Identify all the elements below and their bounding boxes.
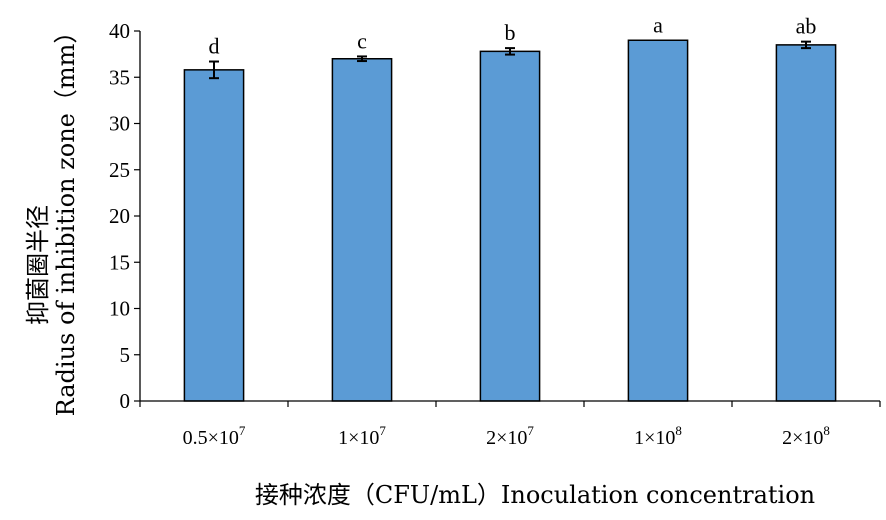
y-tick-label: 35	[109, 65, 130, 89]
x-tick-label: 2×108	[782, 423, 830, 449]
bar	[331, 58, 393, 402]
x-tick-label: 2×107	[486, 423, 534, 449]
y-tick-label: 40	[109, 19, 130, 43]
bar	[775, 44, 837, 402]
bars: d c b a ab	[183, 12, 837, 402]
y-tick-label: 0	[120, 389, 131, 413]
x-axis-title: 接种浓度（CFU/mL）Inoculation concentration	[255, 481, 815, 509]
y-axis: 0 5 10 15 20 25 30 35 40	[109, 19, 141, 413]
significance-label: c	[357, 28, 367, 53]
bar	[627, 39, 689, 402]
y-tick-label: 25	[109, 158, 130, 182]
significance-label: d	[209, 34, 220, 59]
significance-label: ab	[796, 14, 817, 39]
significance-label: a	[653, 12, 663, 37]
y-axis-title-chinese: 抑菌圈半径	[24, 205, 52, 325]
y-tick-label: 15	[109, 250, 130, 274]
bar	[479, 50, 541, 402]
y-tick-label: 20	[109, 204, 130, 228]
bar	[183, 69, 245, 402]
y-tick-label: 10	[109, 297, 130, 321]
y-tick-label: 5	[120, 343, 131, 367]
significance-label: b	[505, 20, 516, 45]
x-axis: 0.5×107 1×107 2×107 1×108 2×108	[139, 400, 881, 449]
y-tick-label: 30	[109, 112, 130, 136]
y-axis-title-english: Radius of inhibition zone（mm）	[52, 20, 80, 417]
x-tick-label: 1×107	[338, 423, 386, 449]
x-tick-label: 0.5×107	[183, 423, 246, 449]
x-tick-label: 1×108	[634, 423, 682, 449]
